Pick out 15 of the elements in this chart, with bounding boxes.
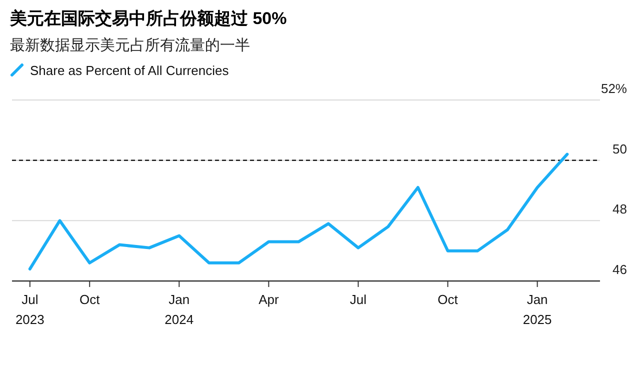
x-tick-label: Jul 2023 [15, 292, 44, 327]
x-tick-label: Jul [350, 292, 367, 307]
y-tick-label: 52% [600, 81, 628, 96]
x-tick-label: Oct [438, 292, 458, 307]
y-tick-label: 46 [612, 262, 627, 277]
legend: Share as Percent of All Currencies [10, 63, 229, 78]
title: 美元在国际交易中所占份额超过 50% [10, 9, 287, 28]
x-tick-label: Apr [258, 292, 280, 307]
subtitle: 最新数据显示美元占所有流量的一半 [10, 37, 250, 54]
x-tick-label: Oct [79, 292, 100, 307]
plot: 46 48 50 52% Jul 2023 Oct Jan 2024 Apr Jul Oct Jan 2025 [12, 81, 627, 327]
y-tick-label: 50 [612, 141, 627, 156]
x-tick-label: Jan 2025 [522, 292, 552, 327]
x-tick-label: Jan 2024 [164, 292, 194, 327]
y-tick-label: 48 [612, 202, 627, 217]
